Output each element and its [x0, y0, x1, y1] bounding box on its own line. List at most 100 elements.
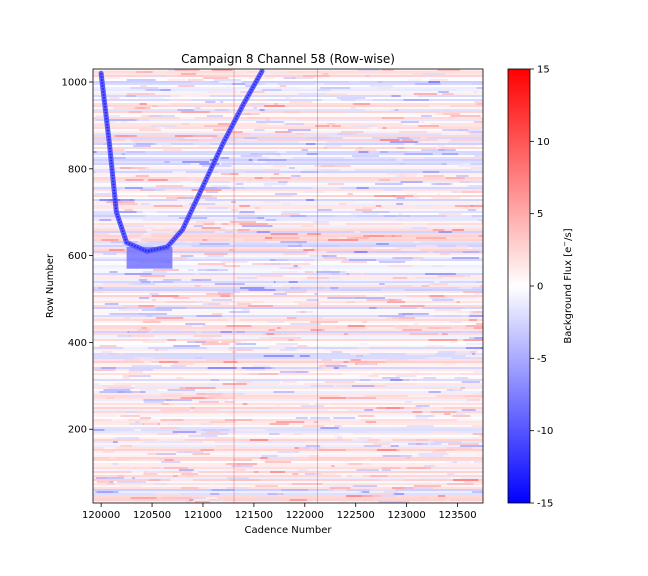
heatmap-cell	[441, 153, 459, 155]
heatmap-row	[93, 71, 483, 73]
heatmap-cell	[315, 489, 334, 491]
heatmap-cell	[287, 129, 311, 131]
heatmap-cell	[93, 213, 117, 215]
heatmap-row	[93, 323, 483, 325]
heatmap-cell	[383, 215, 410, 217]
heatmap-cell	[269, 457, 299, 459]
heatmap-cell	[460, 181, 483, 183]
heatmap-cell	[165, 399, 192, 401]
heatmap-cell	[186, 475, 194, 477]
heatmap-cell	[134, 357, 154, 359]
heatmap-cell	[283, 111, 300, 113]
heatmap-cell	[392, 195, 414, 197]
heatmap-cell	[256, 231, 270, 233]
heatmap-cell	[242, 309, 250, 311]
heatmap-cell	[115, 431, 146, 433]
heatmap-cell	[304, 113, 317, 115]
heatmap-cell	[292, 119, 318, 121]
heatmap-cell	[264, 237, 273, 239]
heatmap-row	[93, 285, 483, 287]
heatmap-row	[93, 365, 483, 367]
heatmap-cell	[180, 181, 194, 183]
heatmap-cell	[295, 77, 324, 79]
heatmap-cell	[281, 203, 291, 205]
heatmap-cell	[147, 471, 162, 473]
heatmap-cell	[338, 237, 355, 239]
heatmap-cell	[120, 415, 141, 417]
heatmap-row	[93, 143, 483, 145]
heatmap-cell	[429, 79, 449, 81]
heatmap-cell	[445, 499, 451, 501]
heatmap-cell	[129, 385, 136, 387]
heatmap-cell	[452, 191, 461, 193]
heatmap-cell	[107, 353, 118, 355]
heatmap-cell	[416, 307, 423, 309]
heatmap-row	[93, 75, 483, 77]
heatmap-row	[93, 293, 483, 295]
heatmap-cell	[342, 97, 363, 99]
heatmap-cell	[321, 369, 325, 371]
heatmap-cell	[104, 447, 116, 449]
heatmap-row	[93, 387, 483, 389]
heatmap-cell	[433, 265, 445, 267]
heatmap-cell	[268, 157, 293, 159]
heatmap-row	[93, 79, 483, 81]
heatmap-cell	[151, 361, 179, 363]
heatmap-row	[93, 231, 483, 233]
heatmap-cell	[237, 393, 245, 395]
heatmap-cell	[193, 321, 224, 323]
heatmap-cell	[237, 229, 250, 231]
heatmap-cell	[421, 407, 444, 409]
heatmap-cell	[396, 375, 417, 377]
heatmap-cell	[460, 445, 483, 447]
heatmap-cell	[467, 185, 483, 187]
heatmap-row	[93, 377, 483, 379]
heatmap-cell	[472, 353, 476, 355]
heatmap-cell	[295, 371, 310, 373]
heatmap-cell	[209, 421, 236, 423]
heatmap-row	[93, 401, 483, 403]
heatmap-cell	[148, 115, 175, 117]
heatmap-cell	[298, 447, 314, 449]
heatmap-cell	[147, 231, 174, 233]
heatmap-cell	[466, 355, 483, 357]
vertical-stripe	[233, 69, 235, 503]
heatmap-cell	[170, 95, 197, 97]
heatmap-row	[93, 483, 483, 485]
heatmap-cell	[319, 87, 351, 89]
heatmap-cell	[246, 117, 270, 119]
heatmap-cell	[362, 405, 393, 407]
heatmap-row	[93, 439, 483, 441]
heatmap-row	[93, 137, 483, 139]
heatmap-cell	[266, 333, 275, 335]
heatmap-row	[93, 417, 483, 419]
heatmap-cell	[467, 131, 474, 133]
heatmap-cell	[234, 113, 251, 115]
heatmap-cell	[335, 215, 358, 217]
heatmap-cell	[169, 245, 192, 247]
plot-frame	[92, 68, 484, 504]
heatmap-cell	[303, 291, 333, 293]
heatmap-cell	[365, 295, 385, 297]
heatmap-cell	[315, 125, 330, 127]
heatmap-cell	[320, 165, 351, 167]
heatmap-cell	[348, 259, 376, 261]
heatmap-cell	[411, 259, 421, 261]
heatmap-cell	[194, 499, 210, 501]
heatmap-cell	[270, 337, 302, 339]
heatmap-cell	[149, 363, 174, 365]
heatmap-cell	[102, 451, 115, 453]
heatmap-cell	[181, 111, 210, 113]
heatmap-cell	[124, 273, 152, 275]
heatmap-cell	[380, 289, 405, 291]
heatmap-cell	[442, 147, 449, 149]
heatmap-cell	[103, 141, 134, 143]
heatmap-cell	[187, 341, 206, 343]
heatmap-cell	[160, 427, 180, 429]
heatmap-row	[93, 155, 483, 157]
heatmap-cell	[177, 139, 199, 141]
heatmap-cell	[462, 323, 483, 325]
heatmap-cell	[406, 425, 434, 427]
heatmap-row	[93, 145, 483, 147]
heatmap-row	[93, 101, 483, 103]
